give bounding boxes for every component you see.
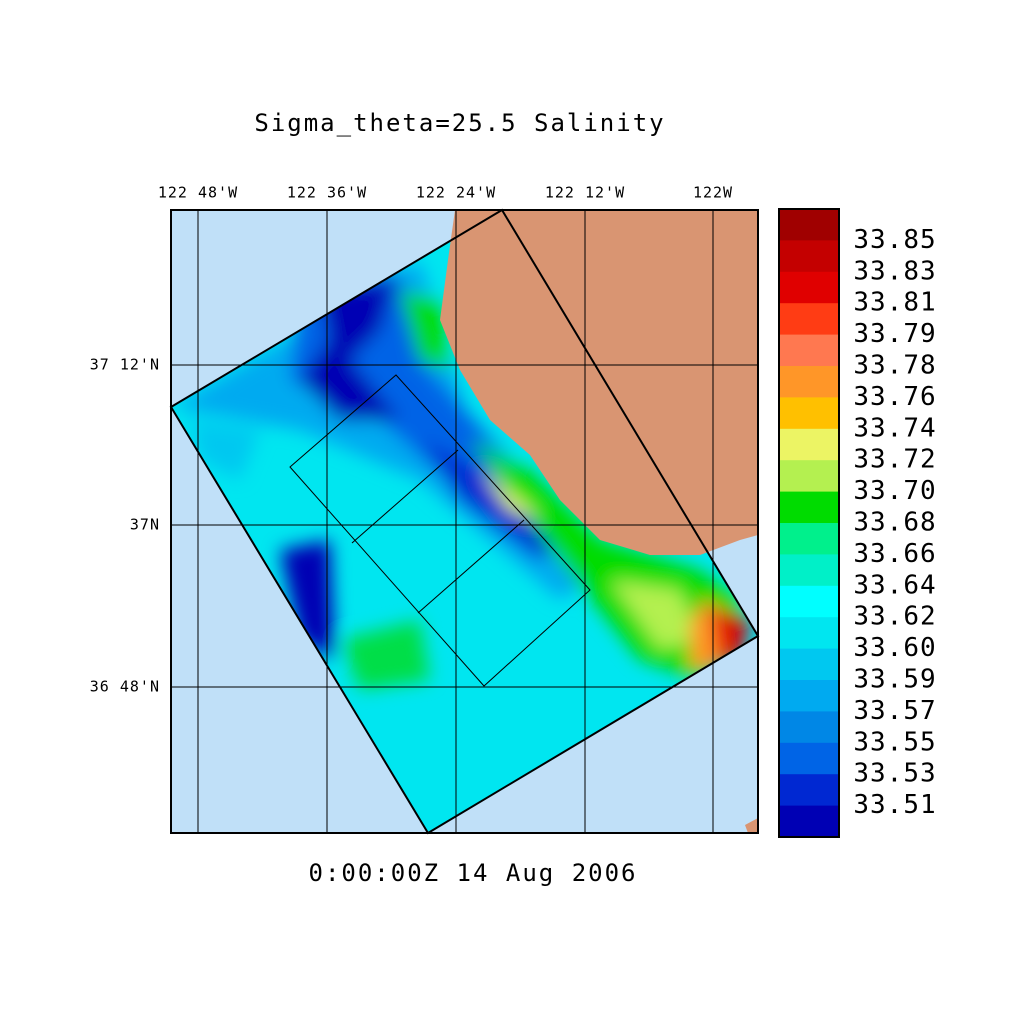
colorbar-label: 33.62: [853, 602, 936, 632]
colorbar-swatch: [779, 271, 839, 304]
colorbar-swatch: [779, 240, 839, 273]
colorbar-swatch: [779, 428, 839, 461]
colorbar-label: 33.55: [853, 727, 936, 757]
colorbar-label: 33.72: [853, 445, 936, 475]
colorbar-swatch: [779, 460, 839, 493]
colorbar-label: 33.53: [853, 759, 936, 789]
colorbar-swatch: [779, 805, 839, 838]
colorbar-label: 33.68: [853, 508, 936, 538]
lon-label: 122 48'W: [158, 184, 238, 202]
colorbar-label: 33.57: [853, 696, 936, 726]
subdomain-boxes: [289, 374, 591, 687]
colorbar-swatch: [779, 554, 839, 587]
land: [745, 818, 758, 833]
lon-label: 122W: [693, 184, 733, 202]
lon-label: 122 24'W: [416, 184, 496, 202]
colorbar-swatch: [779, 617, 839, 650]
colorbar-swatch: [779, 711, 839, 744]
colorbar-label: 33.70: [853, 476, 936, 506]
colorbar-swatch: [779, 366, 839, 398]
colorbar-swatch: [779, 648, 839, 681]
colorbar-label: 33.85: [853, 225, 936, 255]
lon-label: 122 12'W: [545, 184, 625, 202]
colorbar-label: 33.51: [853, 790, 936, 820]
colorbar-label: 33.66: [853, 539, 936, 569]
lat-label: 36 48'N: [90, 678, 160, 696]
colorbar-label: 33.64: [853, 570, 936, 600]
colorbar-label: 33.60: [853, 633, 936, 663]
colorbar-label: 33.81: [853, 288, 936, 318]
colorbar-label: 33.79: [853, 319, 936, 349]
colorbar-swatch: [779, 334, 839, 367]
colorbar-swatch: [779, 742, 839, 775]
colorbar-swatch: [779, 523, 839, 555]
colorbar-label: 33.76: [853, 382, 936, 412]
colorbar-label: 33.59: [853, 665, 936, 695]
lat-label: 37N: [130, 516, 160, 534]
colorbar-label: 33.78: [853, 351, 936, 381]
graticule: [171, 210, 758, 833]
colorbar-label: 33.74: [853, 413, 936, 443]
land: [440, 210, 758, 555]
map-frame: [170, 209, 759, 834]
colorbar-swatch: [779, 209, 839, 241]
colorbar-label: 33.83: [853, 256, 936, 286]
colorbar: 33.8533.8333.8133.7933.7833.7633.7433.72…: [778, 208, 936, 838]
colorbar-swatch: [779, 491, 839, 524]
colorbar-swatch: [779, 774, 839, 807]
lat-label: 37 12'N: [90, 356, 160, 374]
lon-label: 122 36'W: [287, 184, 367, 202]
colorbar-frame: [778, 208, 840, 838]
time-label: 0:00:00Z 14 Aug 2006: [309, 859, 638, 887]
colorbar-swatch: [779, 585, 839, 618]
colorbar-swatch: [779, 303, 839, 336]
colorbar-swatch: [779, 397, 839, 430]
colorbar-swatch: [779, 680, 839, 712]
title: Sigma_theta=25.5 Salinity: [254, 109, 665, 137]
